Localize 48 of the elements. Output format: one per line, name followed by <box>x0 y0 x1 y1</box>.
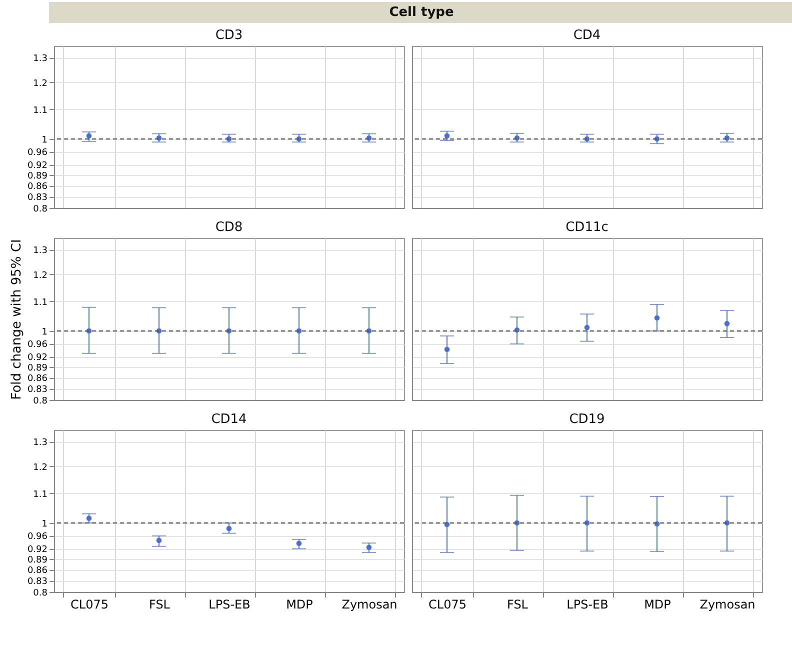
y-tick-label: 0.89 <box>27 171 48 182</box>
y-tick-label: 1.3 <box>33 438 48 448</box>
x-tick-label: LPS-EB <box>566 598 608 612</box>
y-tick-label: 1 <box>42 135 48 146</box>
y-tick-label: 0.92 <box>27 161 48 172</box>
y-tick-label: 0.86 <box>27 566 48 576</box>
x-tick-label: CL075 <box>428 598 466 612</box>
y-tick-label: 0.86 <box>27 374 48 384</box>
x-tick-label: Zymosan <box>700 598 756 612</box>
x-tick-label: FSL <box>149 598 170 612</box>
y-tick-label: 0.96 <box>27 532 48 542</box>
y-tick-label: 0.96 <box>27 340 48 350</box>
y-tick-label: 0.8 <box>33 396 48 406</box>
chart-title: CD4 <box>573 28 601 43</box>
chart-title: CD19 <box>569 412 605 427</box>
y-tick-label: 0.83 <box>27 193 48 204</box>
chart-title: CD11c <box>566 220 608 235</box>
y-tick-label: 0.92 <box>27 353 48 364</box>
y-tick-label: 0.8 <box>33 588 48 598</box>
y-axis-title: Fold change with 95% CI <box>9 239 24 400</box>
y-tick-label: 1 <box>42 519 48 530</box>
y-tick-label: 1.2 <box>33 462 48 473</box>
y-tick-label: 1.1 <box>33 298 48 308</box>
x-tick-label: LPS-EB <box>208 598 250 612</box>
x-tick-label: FSL <box>507 598 528 612</box>
y-tick-label: 0.83 <box>27 577 48 588</box>
x-tick-label: MDP <box>644 598 671 612</box>
y-tick-label: 0.89 <box>27 363 48 374</box>
chart-title: CD8 <box>215 220 243 235</box>
y-tick-label: 1.2 <box>33 270 48 281</box>
y-tick-label: 0.86 <box>27 182 48 192</box>
chart-title: CD3 <box>215 28 243 43</box>
x-tick-label: MDP <box>286 598 313 612</box>
y-tick-label: 1.2 <box>33 78 48 89</box>
y-tick-label: 0.89 <box>27 555 48 566</box>
y-tick-label: 1 <box>42 327 48 338</box>
x-tick-label: CL075 <box>70 598 108 612</box>
y-tick-label: 1.3 <box>33 246 48 256</box>
chart-title: CD14 <box>211 412 247 427</box>
y-tick-label: 0.96 <box>27 148 48 158</box>
y-tick-label: 0.92 <box>27 545 48 556</box>
y-tick-label: 1.1 <box>33 490 48 500</box>
y-tick-label: 1.3 <box>33 54 48 64</box>
y-tick-label: 0.83 <box>27 385 48 396</box>
text: Cell type <box>49 2 792 23</box>
y-tick-label: 0.8 <box>33 204 48 214</box>
x-tick-label: Zymosan <box>342 598 398 612</box>
y-tick-label: 1.1 <box>33 106 48 116</box>
